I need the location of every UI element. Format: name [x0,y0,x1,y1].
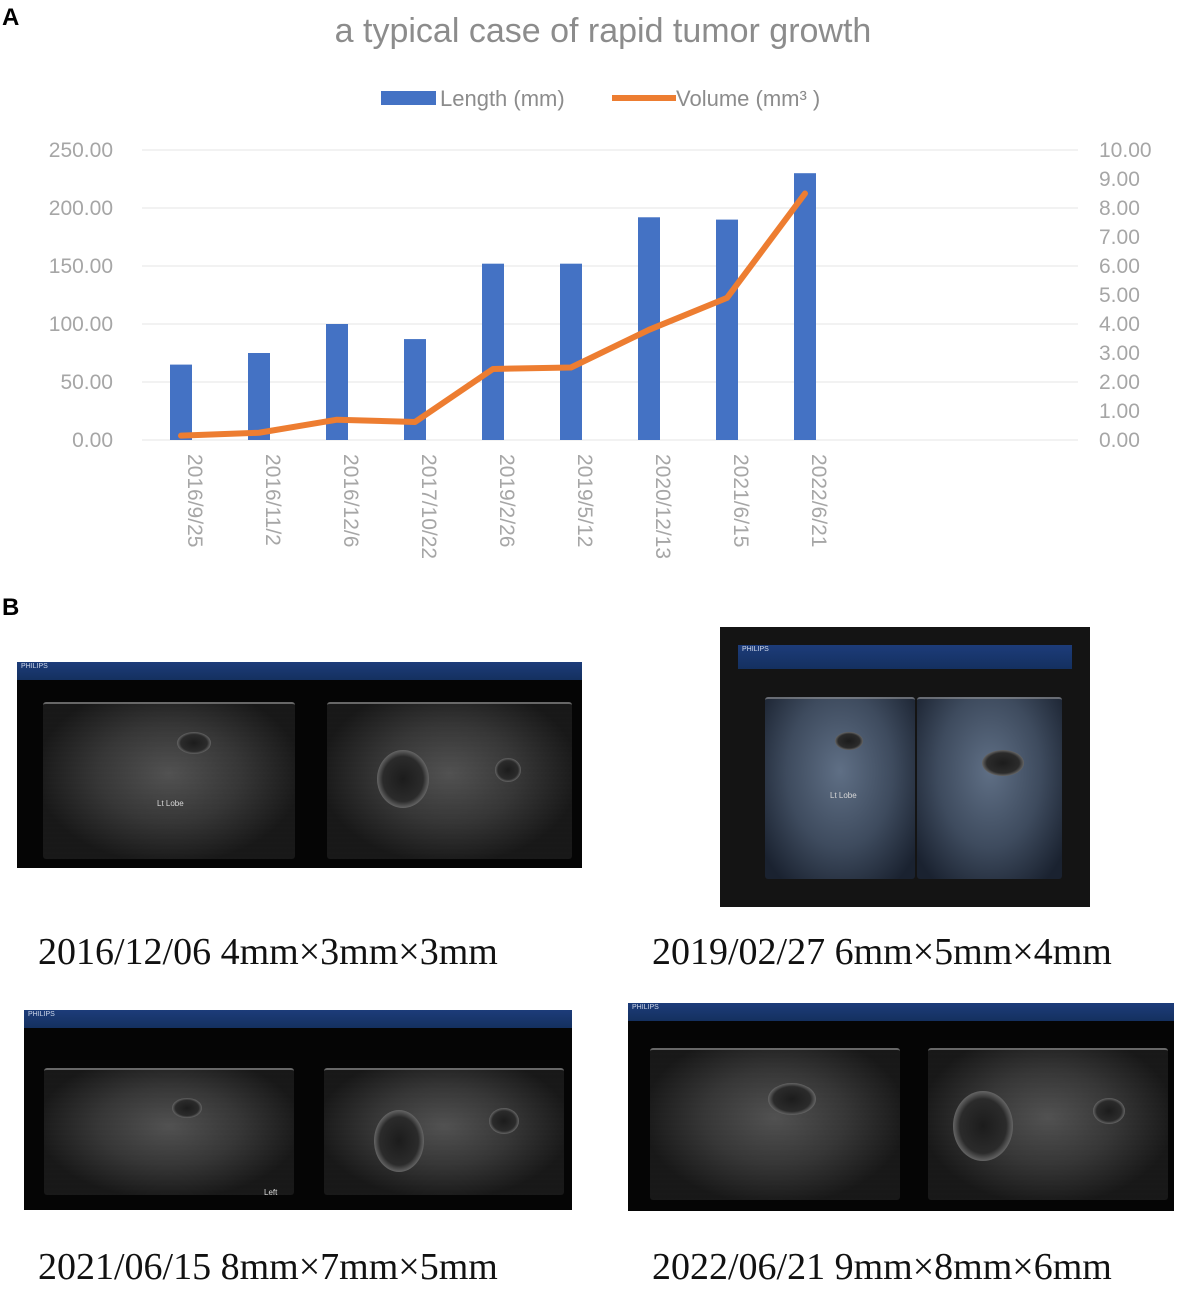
y-right-tick-label: 9.00 [1099,168,1140,191]
volume-point [804,193,806,194]
y-right-tick-label: 5.00 [1099,284,1140,307]
ultrasound-header: PHILIPS [628,1003,1174,1021]
y-right-tick-label: 1.00 [1099,400,1140,423]
growth-chart: a typical case of rapid tumor growth Len… [49,12,1152,559]
panel-label-a: A [2,4,20,31]
chart-legend: Length (mm) Volume (mm³ ) [381,86,820,111]
caption-2021: 2021/06/15 8mm×7mm×5mm [38,1246,498,1288]
bar-length [794,173,816,440]
y-right-tick-label: 6.00 [1099,255,1140,278]
legend-label-volume: Volume (mm³ ) [676,86,820,111]
y-left-tick-label: 250.00 [49,139,113,162]
x-tick-label: 2019/5/12 [573,454,596,547]
y-left-tick-label: 0.00 [72,429,113,452]
caption-2022: 2022/06/21 9mm×8mm×6mm [652,1246,1112,1288]
volume-point [258,432,260,434]
bar-length [326,324,348,440]
ultrasound-organ-label: Left [264,1188,278,1197]
volume-point [336,419,338,421]
x-tick-label: 2017/10/22 [417,454,440,559]
volume-point [648,329,650,331]
ultrasound-image-2016: PHILIPS Lt Lobe [17,662,582,868]
y-left-tick-label: 150.00 [49,255,113,278]
ultrasound-image-2022: PHILIPS [628,1003,1174,1211]
volume-point [726,297,728,299]
y-right-tick-label: 10.00 [1099,139,1152,162]
volume-point [180,435,182,437]
chart-title: a typical case of rapid tumor growth [335,12,872,50]
bar-length [560,263,582,440]
volume-point [492,368,494,370]
y-right-tick-label: 4.00 [1099,313,1140,336]
y-right-tick-label: 8.00 [1099,197,1140,220]
ultrasound-organ-label: Lt Lobe [157,799,184,808]
x-tick-label: 2019/2/26 [495,454,518,547]
bar-length [170,364,192,440]
x-tick-label: 2021/6/15 [729,454,752,547]
y-right-tick-label: 0.00 [1099,429,1140,452]
ultrasound-header: PHILIPS [17,662,582,680]
y-left-tick-label: 200.00 [49,197,113,220]
y-right-tick-label: 7.00 [1099,226,1140,249]
ultrasound-header: PHILIPS [24,1010,572,1028]
legend-label-length: Length (mm) [440,86,565,111]
y-right-tick-label: 2.00 [1099,371,1140,394]
legend-swatch-length [381,91,436,105]
bar-length [482,263,504,440]
y-left-tick-label: 100.00 [49,313,113,336]
y-left-tick-label: 50.00 [60,371,113,394]
volume-point [570,367,572,368]
y-right-tick-label: 3.00 [1099,342,1140,365]
bar-length [716,219,738,440]
volume-point [414,421,416,423]
x-tick-label: 2016/12/6 [339,454,362,547]
x-tick-label: 2016/11/2 [261,454,284,546]
x-tick-label: 2022/6/21 [807,454,830,547]
ultrasound-organ-label: Lt Lobe [830,791,857,800]
caption-2016: 2016/12/06 4mm×3mm×3mm [38,931,498,973]
bar-length [248,353,270,440]
caption-2019: 2019/02/27 6mm×5mm×4mm [652,931,1112,973]
x-tick-label: 2020/12/13 [651,454,674,559]
ultrasound-image-2021: PHILIPS Left [24,1010,572,1210]
panel-label-b: B [2,594,20,621]
ultrasound-header: PHILIPS [738,645,1072,669]
x-tick-label: 2016/9/25 [183,454,206,547]
ultrasound-image-2019: PHILIPS Lt Lobe [720,627,1090,907]
